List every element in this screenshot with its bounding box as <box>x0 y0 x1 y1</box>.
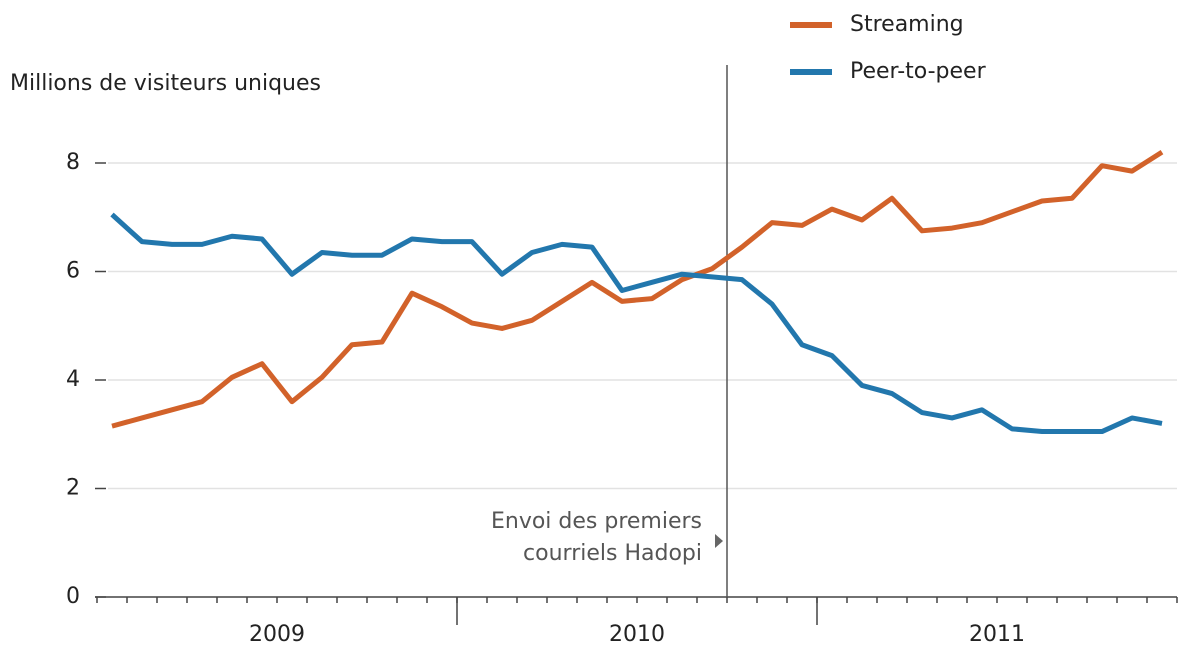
event-arrow <box>715 534 723 548</box>
x-group-label: 2010 <box>609 622 665 647</box>
x-group-label: 2009 <box>249 622 305 647</box>
y-tick-label: 0 <box>66 584 80 609</box>
legend-label: Peer-to-peer <box>850 59 987 84</box>
y-tick-label: 8 <box>66 150 80 175</box>
y-tick-label: 6 <box>66 259 80 284</box>
event-label: courriels Hadopi <box>523 541 702 566</box>
x-group-label: 2011 <box>969 622 1025 647</box>
event-label: Envoi des premiers <box>491 509 702 534</box>
series-line <box>111 150 1164 429</box>
y-axis-label: Millions de visiteurs uniques <box>10 71 321 96</box>
legend-label: Streaming <box>850 12 964 37</box>
y-tick-label: 4 <box>66 367 80 392</box>
series-line <box>110 212 1163 435</box>
y-tick-label: 2 <box>66 476 80 501</box>
